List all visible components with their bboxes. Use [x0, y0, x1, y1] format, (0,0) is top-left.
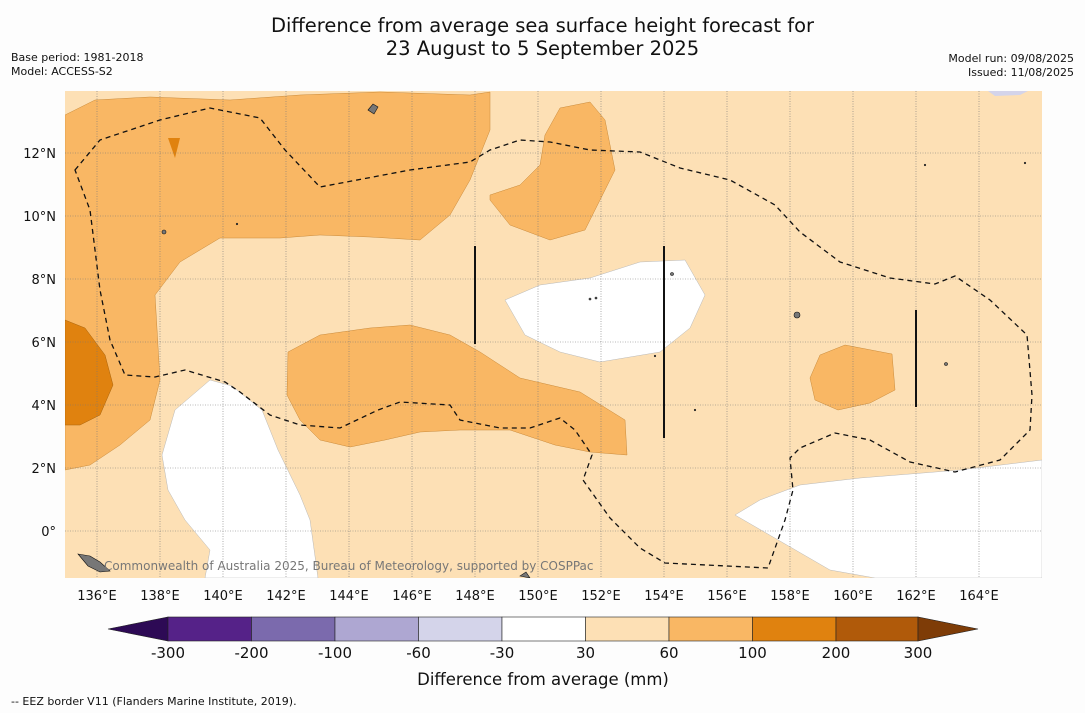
- land-northeast: [988, 91, 1028, 96]
- anomaly-60-100-north-lobe: [489, 101, 616, 241]
- lon-tick-label: 154°E: [644, 589, 684, 604]
- colorbar-tick-label: -300: [151, 644, 185, 662]
- lat-tick-label: 0°: [41, 525, 56, 540]
- lon-tick-label: 158°E: [770, 589, 810, 604]
- anomaly-60-100-northwest: [65, 91, 491, 471]
- latitude-axis: 12°N 10°N 8°N 6°N 4°N 2°N 0°: [23, 147, 56, 540]
- model-name-text: Model: ACCESS-S2: [11, 65, 113, 78]
- white-region-central: [504, 259, 706, 363]
- colorbar-bin: [752, 616, 837, 642]
- white-region-southeast: [734, 459, 1042, 578]
- title-line-2: 23 August to 5 September 2025: [385, 37, 700, 60]
- colorbar-tick-label: -60: [406, 644, 431, 662]
- lat-tick-label: 4°N: [32, 399, 57, 414]
- lat-tick-label: 6°N: [32, 336, 57, 351]
- colorbar-tick-label: 300: [904, 644, 933, 662]
- lon-tick-label: 146°E: [392, 589, 432, 604]
- lon-tick-label: 162°E: [896, 589, 936, 604]
- lon-tick-label: 152°E: [581, 589, 621, 604]
- lon-tick-label: 144°E: [329, 589, 369, 604]
- map-title: Difference from average sea surface heig…: [0, 14, 1085, 60]
- lon-tick-label: 138°E: [140, 589, 180, 604]
- islands: [77, 103, 1027, 578]
- colorbar-bin: [167, 616, 252, 642]
- longitude-axis: 136°E 138°E 140°E 142°E 144°E 146°E 148°…: [77, 589, 999, 604]
- colorbar-bin: [835, 616, 919, 642]
- colorbar-bin: [251, 616, 336, 642]
- issued-text: Issued: 11/08/2025: [967, 66, 1074, 79]
- colorbar-tick-label: -30: [490, 644, 515, 662]
- lat-tick-label: 8°N: [32, 273, 57, 288]
- colorbar-tick-label: 60: [659, 644, 678, 662]
- colorbar-bin: [585, 616, 670, 642]
- colorbar-tick-label: -200: [234, 644, 268, 662]
- colorbar-bin: [501, 616, 586, 642]
- colorbar-max-extend: [917, 616, 979, 642]
- white-region-west: [161, 379, 319, 578]
- lon-tick-label: 150°E: [518, 589, 558, 604]
- eez-legend: -- EEZ border V11 (Flanders Marine Insti…: [11, 695, 297, 708]
- lon-tick-label: 156°E: [707, 589, 747, 604]
- lon-tick-label: 142°E: [266, 589, 306, 604]
- colorbar-tick-label: 200: [822, 644, 851, 662]
- lon-tick-label: 148°E: [455, 589, 495, 604]
- anomaly-60-100-central-band: [286, 324, 628, 456]
- colorbar-tick-label: 100: [738, 644, 767, 662]
- lat-tick-label: 10°N: [23, 210, 56, 225]
- eez-border: [74, 107, 1033, 569]
- model-run-text: Model run: 09/08/2025: [948, 52, 1074, 65]
- lon-tick-label: 164°E: [959, 589, 999, 604]
- lat-tick-label: 2°N: [32, 462, 57, 477]
- anomaly-100-200-west: [65, 319, 114, 426]
- model-info: Base period: 1981-2018 Model: ACCESS-S2: [11, 51, 143, 79]
- colorbar-bin: [334, 616, 419, 642]
- colorbar-tick-label: -100: [318, 644, 352, 662]
- map-panel: Commonwealth of Australia 2025, Bureau o…: [65, 91, 1042, 578]
- colorbar-bin: [418, 616, 503, 642]
- lon-tick-label: 136°E: [77, 589, 117, 604]
- lon-tick-label: 140°E: [203, 589, 243, 604]
- title-line-1: Difference from average sea surface heig…: [270, 14, 815, 37]
- colorbar-bin: [668, 616, 753, 642]
- lat-tick-label: 12°N: [23, 147, 56, 162]
- anomaly-60-100-east-patch: [809, 344, 896, 411]
- colorbar-tick-label: 30: [576, 644, 595, 662]
- run-info: Model run: 09/08/2025 Issued: 11/08/2025: [948, 52, 1074, 80]
- anomaly-60-100-small-north: [168, 138, 180, 158]
- colorbar-min-extend: [107, 616, 169, 642]
- eez-legend-text: -- EEZ border V11 (Flanders Marine Insti…: [11, 695, 297, 708]
- colorbar: -300 -200 -100 -60 -30 30 60 100 200 300…: [107, 616, 979, 689]
- attribution-text: Commonwealth of Australia 2025, Bureau o…: [104, 559, 594, 573]
- colorbar-title: Difference from average (mm): [417, 670, 669, 689]
- base-period-text: Base period: 1981-2018: [11, 51, 144, 64]
- lon-tick-label: 160°E: [833, 589, 873, 604]
